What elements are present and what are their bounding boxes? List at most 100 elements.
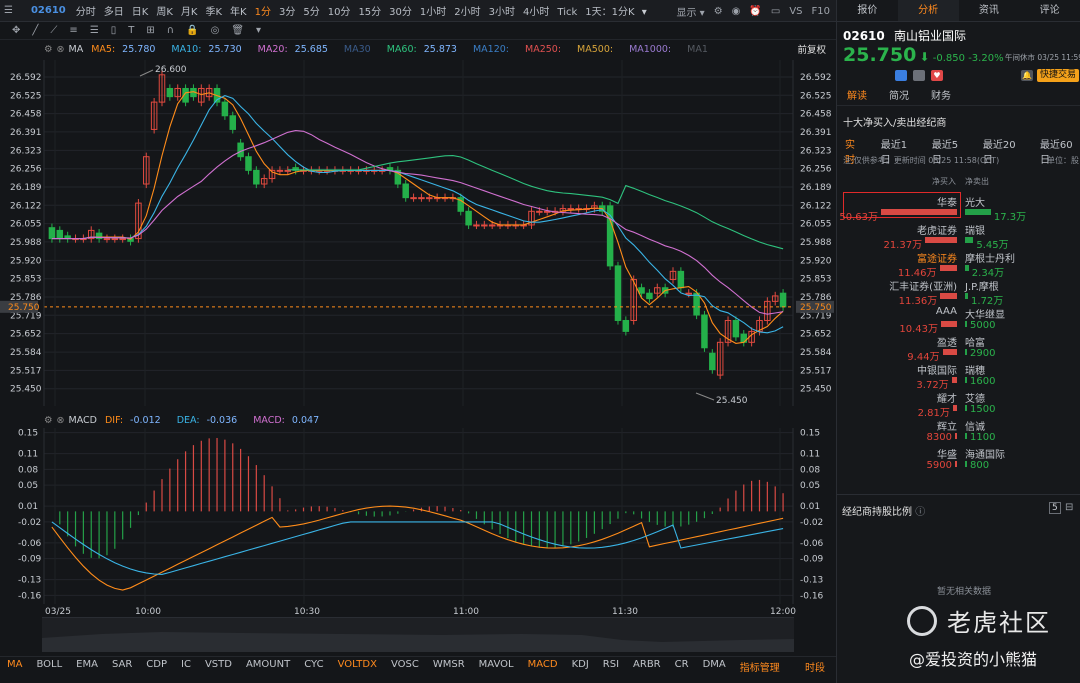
- list-icon[interactable]: [913, 70, 925, 81]
- f10-button[interactable]: F10: [811, 5, 830, 17]
- lock-icon[interactable]: 🔒: [186, 25, 199, 36]
- indicator-tab[interactable]: VOSC: [390, 659, 419, 670]
- more-icon[interactable]: ▾: [256, 25, 262, 36]
- period-tab[interactable]: 5分: [303, 7, 320, 18]
- indicator-tab[interactable]: RSI: [602, 659, 620, 670]
- close-icon[interactable]: ⊗: [56, 43, 65, 55]
- broker-row[interactable]: 华泰 50.63万 光大 17.3万: [837, 192, 1080, 223]
- broker-row[interactable]: 辉立 8300 信诚 1100: [837, 418, 1080, 446]
- period-tab[interactable]: 2小时: [454, 7, 481, 18]
- indicator-tab[interactable]: CR: [674, 659, 689, 670]
- indicator-tab[interactable]: MACD: [527, 659, 558, 670]
- period-tab[interactable]: 日K: [131, 7, 149, 18]
- quick-trade-button[interactable]: 快捷交易: [1037, 69, 1080, 82]
- panel-tab[interactable]: 评论: [1039, 5, 1060, 16]
- range-tab[interactable]: 最近20日: [982, 140, 1016, 166]
- indicator-tab[interactable]: WMSR: [432, 659, 465, 670]
- broker-row[interactable]: 汇丰证券(亚洲) 11.36万 J.P.摩根 1.72万: [837, 278, 1080, 307]
- analysis-subtab[interactable]: 解读: [847, 91, 867, 102]
- broker-row[interactable]: 中银国际 3.72万 瑞穗 1600: [837, 362, 1080, 391]
- broker-row[interactable]: 老虎证券 21.37万 瑞银 5.45万: [837, 222, 1080, 251]
- bell-icon[interactable]: 🔔: [1021, 70, 1033, 81]
- heart-icon[interactable]: ♥: [931, 70, 943, 81]
- panel-tab[interactable]: 报价: [857, 5, 878, 16]
- chart-icon[interactable]: [895, 70, 907, 81]
- broker-row[interactable]: 耀才 2.81万 艾德 1500: [837, 390, 1080, 419]
- expand-icon[interactable]: ⊟: [1065, 502, 1074, 513]
- settings-icon[interactable]: ⚙: [44, 43, 53, 55]
- broker-row[interactable]: 盈透 9.44万 哈富 2900: [837, 334, 1080, 363]
- holding-count-badge[interactable]: 5: [1049, 502, 1061, 514]
- indicator-tab[interactable]: VOLTDX: [337, 659, 377, 670]
- text-tool-icon[interactable]: T: [128, 25, 135, 36]
- settings-icon[interactable]: ⚙: [44, 414, 53, 426]
- indicator-tab[interactable]: AMOUNT: [245, 659, 291, 670]
- period-tab[interactable]: 3小时: [488, 7, 516, 18]
- analysis-subtab[interactable]: 财务: [931, 91, 951, 102]
- period-tab[interactable]: 月K: [180, 7, 198, 18]
- ray-tool-icon[interactable]: ⟋: [50, 25, 58, 36]
- panel-tab[interactable]: 分析: [897, 0, 959, 21]
- period-tab[interactable]: 多日: [103, 7, 124, 18]
- indicator-tab[interactable]: EMA: [76, 659, 98, 670]
- period-tab[interactable]: Tick: [557, 7, 578, 18]
- info-icon[interactable]: ⓘ: [915, 507, 926, 518]
- indicator-tab[interactable]: MAVOL: [478, 659, 514, 670]
- move-icon[interactable]: ✥: [12, 25, 21, 36]
- indicator-tab[interactable]: IC: [181, 659, 191, 670]
- range-tab[interactable]: 实时: [845, 140, 855, 166]
- close-icon[interactable]: ⊗: [56, 414, 65, 426]
- broker-row[interactable]: AAA 10.43万 大华继显 5000: [837, 306, 1080, 335]
- period-tab[interactable]: 季K: [205, 7, 223, 18]
- adjust-button[interactable]: 前复权: [797, 45, 826, 56]
- broker-row[interactable]: 富途证券 11.46万 摩根士丹利 2.34万: [837, 250, 1080, 279]
- chart-navigator[interactable]: [42, 617, 794, 652]
- period-tab[interactable]: 周K: [156, 7, 173, 18]
- indicator-tab[interactable]: 指标管理: [739, 663, 780, 674]
- range-tab[interactable]: 最近5日: [931, 140, 959, 166]
- chevron-down-icon[interactable]: ▾: [638, 7, 647, 18]
- period-tab[interactable]: 10分: [327, 7, 351, 18]
- indicator-tab[interactable]: BOLL: [36, 659, 63, 670]
- display-menu[interactable]: 显示 ▾: [676, 7, 705, 19]
- indicator-tab[interactable]: ARBR: [633, 659, 661, 670]
- indicator-tab[interactable]: CDP: [146, 659, 168, 670]
- analysis-subtab[interactable]: 简况: [889, 91, 909, 102]
- period-tab[interactable]: 30分: [389, 7, 412, 18]
- menu-icon[interactable]: ☰: [4, 5, 13, 16]
- delete-icon[interactable]: 🗑: [231, 25, 245, 36]
- line-tool-icon[interactable]: ╱: [32, 25, 39, 36]
- shape-tool-icon[interactable]: ▯: [110, 25, 117, 36]
- period-tab[interactable]: 1分: [254, 7, 271, 18]
- fib-tool-icon[interactable]: ☰: [89, 25, 99, 36]
- eye-icon[interactable]: ◎: [210, 25, 220, 36]
- period-tab[interactable]: 分时: [75, 7, 96, 18]
- period-tab[interactable]: 15分: [358, 7, 382, 18]
- period-tab[interactable]: 年K: [230, 7, 247, 18]
- indicator-tab[interactable]: CYC: [304, 659, 324, 670]
- indicator-tab[interactable]: DMA: [702, 659, 726, 670]
- broker-row[interactable]: 华盛 5900 海通国际 800: [837, 446, 1080, 474]
- period-tab[interactable]: 4小时: [523, 7, 550, 18]
- time-setting-button[interactable]: 时段: [805, 663, 825, 674]
- range-tab[interactable]: 最近1日: [880, 140, 908, 166]
- indicator-tab[interactable]: SAR: [111, 659, 133, 670]
- layout-icon[interactable]: ▭: [770, 5, 781, 17]
- period-tab[interactable]: 1天：1分K: [585, 7, 635, 18]
- period-tab[interactable]: 3分: [278, 7, 296, 18]
- settings-icon[interactable]: ⚙: [713, 5, 723, 17]
- range-tab[interactable]: 最近60日: [1039, 140, 1073, 166]
- camera-icon[interactable]: ◉: [731, 5, 741, 17]
- panel-tab[interactable]: 资讯: [978, 5, 999, 16]
- channel-tool-icon[interactable]: ≡: [69, 25, 78, 36]
- indicator-tab[interactable]: KDJ: [571, 659, 589, 670]
- measure-tool-icon[interactable]: ⊞: [146, 25, 155, 36]
- candlestick-chart[interactable]: 26.592 26.592 26.525 26.525 26.458 26.458 26.3…: [0, 60, 836, 406]
- indicator-tab[interactable]: MA: [7, 659, 23, 670]
- period-tab[interactable]: 1小时: [419, 7, 447, 18]
- vs-button[interactable]: VS: [789, 5, 803, 17]
- indicator-tab[interactable]: VSTD: [204, 659, 232, 670]
- macd-chart[interactable]: 0.15 0.15 0.11 0.11 0.08 0.08 0.05 0.05 0.01 0.01…: [0, 428, 836, 618]
- alarm-icon[interactable]: ⏰: [749, 5, 762, 17]
- magnet-icon[interactable]: ∩: [166, 25, 175, 36]
